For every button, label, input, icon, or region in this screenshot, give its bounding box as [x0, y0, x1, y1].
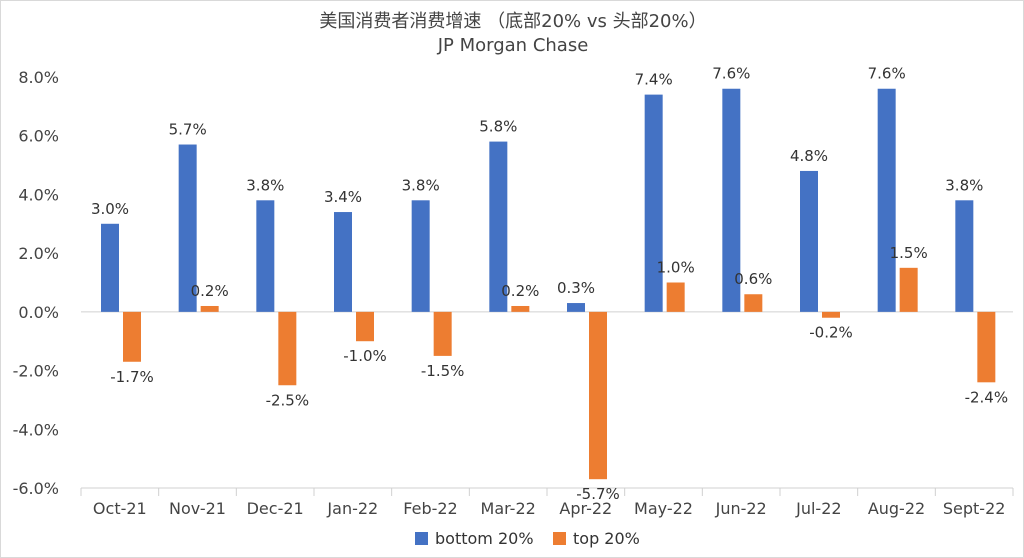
y-tick-label: 4.0% [18, 185, 59, 204]
bar-top-20 [433, 311, 452, 356]
bar-top-20 [822, 311, 840, 318]
bar-top-20 [666, 282, 685, 312]
bar-top-20 [123, 311, 141, 362]
bar-bottom-20 [800, 170, 818, 312]
chart-title: 美国消费者消费增速 （底部20% vs 头部20%） [319, 11, 707, 32]
bar-top-20 [511, 305, 530, 312]
x-tick-label: Jul-22 [795, 499, 841, 518]
bar-bottom-20 [411, 200, 430, 312]
x-tick-label: Jun-22 [715, 499, 767, 518]
x-tick-label: Sept-22 [943, 499, 1006, 518]
x-tick-label: Jan-22 [326, 499, 378, 518]
bar-top-20 [200, 305, 219, 312]
y-tick-label: 0.0% [18, 303, 59, 322]
data-label-top-20: 0.6% [734, 270, 772, 288]
bar-top-20 [356, 311, 374, 342]
data-label-top-20: -5.7% [576, 485, 620, 503]
data-label-top-20: 0.2% [191, 282, 229, 300]
y-tick-label: -2.0% [13, 362, 59, 381]
bar-bottom-20 [567, 303, 585, 312]
bar-top-20 [744, 294, 763, 312]
bar-bottom-20 [722, 88, 741, 312]
x-tick-label: Dec-21 [247, 499, 304, 518]
data-label-bottom-20: 0.3% [557, 279, 595, 297]
data-label-top-20: -1.5% [421, 362, 465, 380]
y-tick-label: -6.0% [13, 479, 59, 498]
data-label-top-20: 1.5% [890, 244, 928, 262]
bar-top-20 [278, 311, 297, 386]
x-tick-label: May-22 [634, 499, 693, 518]
data-label-top-20: -1.0% [343, 347, 387, 365]
bar-bottom-20 [489, 141, 508, 312]
data-label-top-20: 1.0% [657, 259, 695, 277]
bar-top-20 [899, 267, 918, 312]
data-label-bottom-20: 7.4% [635, 71, 673, 89]
data-label-bottom-20: 7.6% [868, 65, 906, 83]
y-tick-label: -4.0% [13, 420, 59, 439]
y-tick-label: 2.0% [18, 244, 59, 263]
data-label-top-20: -0.2% [809, 324, 853, 342]
x-tick-label: Mar-22 [481, 499, 536, 518]
legend-label: bottom 20% [435, 529, 534, 548]
legend-swatch [553, 532, 566, 545]
data-label-bottom-20: 7.6% [712, 65, 750, 83]
data-label-bottom-20: 3.0% [91, 200, 129, 218]
chart-subtitle: JP Morgan Chase [437, 35, 589, 56]
bar-bottom-20 [334, 212, 352, 312]
data-label-bottom-20: 5.7% [169, 121, 207, 139]
data-label-top-20: 0.2% [501, 282, 539, 300]
bar-top-20 [977, 311, 996, 383]
data-label-top-20: -1.7% [110, 368, 154, 386]
data-label-bottom-20: 3.8% [246, 176, 284, 194]
bar-bottom-20 [877, 88, 896, 312]
data-label-bottom-20: 3.4% [324, 188, 362, 206]
bar-bottom-20 [178, 144, 197, 312]
x-tick-label: Feb-22 [403, 499, 457, 518]
bar-bottom-20 [955, 200, 974, 312]
bar-bottom-20 [101, 223, 119, 312]
x-tick-label: Aug-22 [868, 499, 925, 518]
bar-bottom-20 [256, 200, 275, 312]
legend-label: top 20% [573, 529, 640, 548]
legend-swatch [415, 532, 428, 545]
y-tick-label: 6.0% [18, 127, 59, 146]
x-tick-label: Nov-21 [169, 499, 226, 518]
x-tick-label: Oct-21 [93, 499, 147, 518]
data-label-top-20: -2.5% [266, 391, 310, 409]
bar-top-20 [589, 311, 607, 480]
data-label-bottom-20: 3.8% [945, 176, 983, 194]
y-tick-label: 8.0% [18, 68, 59, 87]
bar-bottom-20 [644, 94, 663, 312]
x-tick-label: Apr-22 [559, 499, 612, 518]
data-label-bottom-20: 4.8% [790, 147, 828, 165]
data-label-bottom-20: 5.8% [479, 118, 517, 136]
data-label-top-20: -2.4% [965, 388, 1009, 406]
data-label-bottom-20: 3.8% [402, 176, 440, 194]
